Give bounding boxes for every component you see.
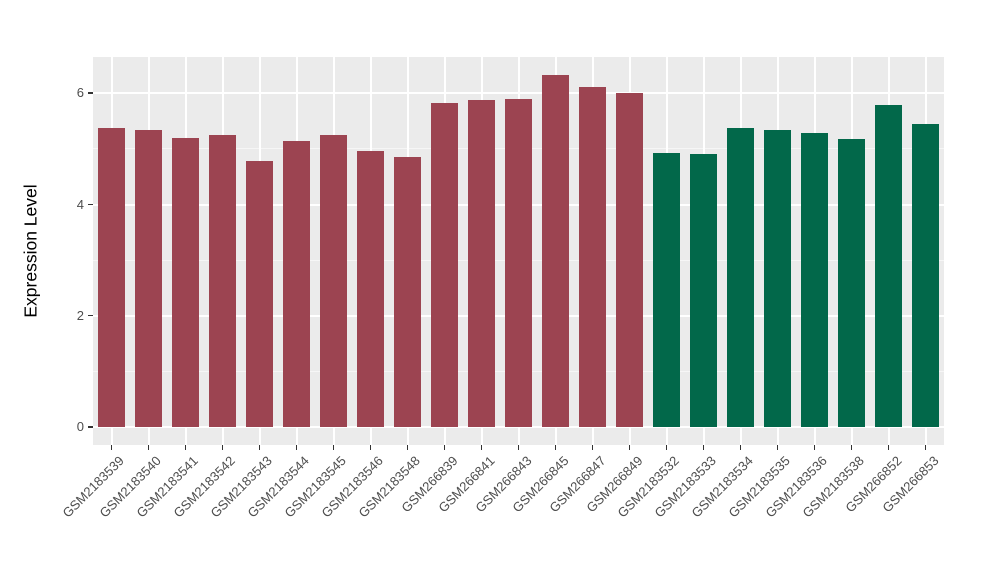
bar: [689, 154, 718, 428]
x-tick-mark: [332, 445, 335, 450]
bar: [541, 74, 570, 428]
y-tick-label: 6: [76, 85, 84, 101]
x-tick-mark: [147, 445, 150, 450]
bar: [171, 138, 200, 428]
x-tick-mark: [295, 445, 298, 450]
x-tick-mark: [924, 445, 927, 450]
y-tick-label: 2: [76, 307, 84, 323]
bar: [763, 130, 792, 428]
bar: [282, 140, 311, 428]
x-tick-mark: [628, 445, 631, 450]
x-tick-mark: [517, 445, 520, 450]
x-tick-mark: [665, 445, 668, 450]
x-tick-mark: [554, 445, 557, 450]
bar: [837, 139, 866, 428]
bar: [245, 160, 274, 428]
x-tick-mark: [776, 445, 779, 450]
x-tick-mark: [110, 445, 113, 450]
y-tick-mark: [88, 314, 93, 317]
y-axis-title: Expression Level: [20, 184, 41, 318]
x-tick-mark: [480, 445, 483, 450]
y-tick-mark: [88, 92, 93, 94]
x-tick-mark: [850, 445, 853, 450]
x-tick-mark: [739, 445, 742, 450]
x-tick-mark: [406, 445, 409, 450]
y-tick-label: 0: [76, 419, 84, 435]
x-tick-mark: [813, 445, 816, 450]
x-tick-mark: [258, 445, 261, 450]
bar: [726, 127, 755, 428]
plot-panel: [93, 57, 944, 445]
bar: [800, 132, 829, 428]
bar: [393, 156, 422, 428]
x-tick-mark: [591, 445, 594, 450]
bar: [504, 98, 533, 428]
y-tick-label: 4: [76, 196, 84, 212]
bar: [208, 135, 237, 428]
y-tick-mark: [88, 203, 93, 206]
bar: [911, 123, 940, 428]
bar: [356, 150, 385, 428]
bar: [97, 128, 126, 428]
bar: [615, 93, 644, 428]
x-tick-mark: [443, 445, 446, 450]
y-tick-mark: [88, 426, 93, 428]
x-tick-mark: [369, 445, 372, 450]
x-tick-mark: [887, 445, 890, 450]
bar: [874, 105, 903, 428]
x-tick-mark: [184, 445, 187, 450]
bar: [134, 129, 163, 428]
bar: [319, 134, 348, 428]
bar: [467, 99, 496, 428]
bar: [578, 86, 607, 428]
bar: [652, 152, 681, 428]
bar: [430, 102, 459, 428]
x-tick-mark: [702, 445, 705, 450]
x-tick-mark: [221, 445, 224, 450]
